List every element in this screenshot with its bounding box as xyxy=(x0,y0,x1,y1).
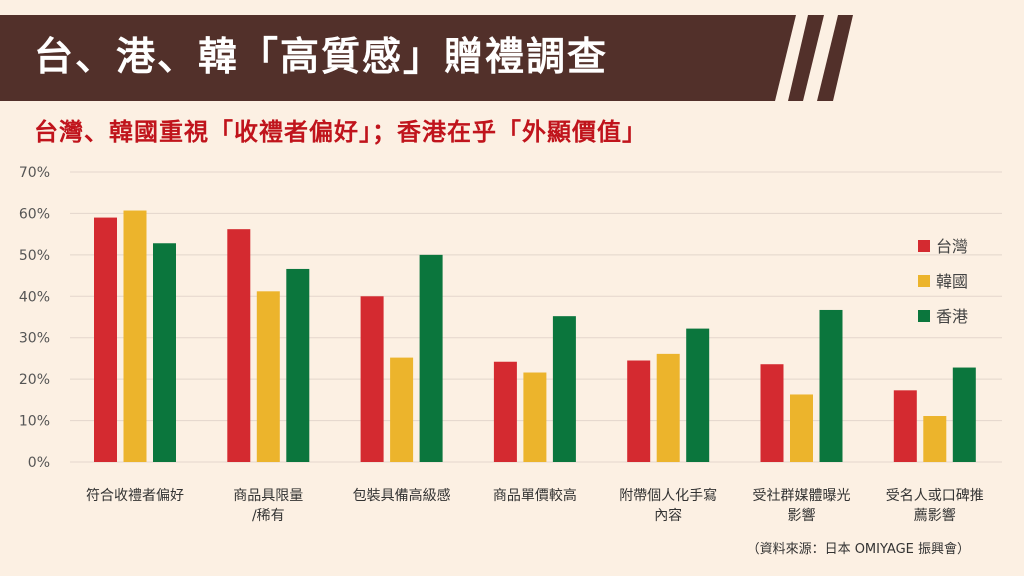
bar-韓國 xyxy=(123,210,147,462)
bar-韓國 xyxy=(790,394,813,462)
x-tick-label: 商品單價較高 xyxy=(493,487,577,504)
bar-台灣 xyxy=(893,390,917,462)
x-tick-label: 受社群媒體曝光 xyxy=(753,488,851,504)
bar-台灣 xyxy=(760,364,784,462)
bar-台灣 xyxy=(627,360,651,462)
bar-韓國 xyxy=(923,416,947,462)
x-tick-label: 商品具限量 xyxy=(233,488,303,504)
y-tick-label: 40% xyxy=(19,289,50,305)
bar-香港 xyxy=(153,243,176,462)
y-tick-label: 50% xyxy=(19,248,50,264)
y-tick-label: 20% xyxy=(19,372,50,388)
y-tick-label: 70% xyxy=(19,165,50,181)
legend-label: 香港 xyxy=(936,307,968,326)
x-tick-label: 內容 xyxy=(654,507,682,524)
y-tick-label: 30% xyxy=(19,331,50,347)
bar-香港 xyxy=(286,268,310,462)
bar-香港 xyxy=(952,367,976,462)
x-tick-label: 受名人或口碑推 xyxy=(886,488,984,504)
source-note: （資料來源：日本 OMIYAGE 振興會） xyxy=(746,542,970,557)
legend-label: 台灣 xyxy=(936,237,968,256)
legend-swatch xyxy=(918,310,930,322)
y-tick-label: 60% xyxy=(19,206,50,222)
legend-swatch xyxy=(918,240,930,252)
x-tick-label: 包裝具備高級感 xyxy=(353,487,451,504)
bar-台灣 xyxy=(360,296,384,462)
bar-香港 xyxy=(552,316,576,462)
bar-韓國 xyxy=(390,357,414,462)
bar-香港 xyxy=(419,254,443,462)
page-title: 台、港、韓「高質感」贈禮調查 xyxy=(34,35,609,80)
legend-label: 韓國 xyxy=(936,272,968,291)
x-tick-label: 符合收禮者偏好 xyxy=(86,488,184,504)
bar-台灣 xyxy=(94,217,117,462)
page-subtitle: 台灣、韓國重視「收禮者偏好」；香港在乎「外顯價值」 xyxy=(34,118,647,146)
x-tick-label: /稀有 xyxy=(252,508,285,524)
bar-韓國 xyxy=(523,372,547,462)
title-banner xyxy=(0,15,853,101)
bar-香港 xyxy=(819,309,843,462)
bar-韓國 xyxy=(256,291,280,462)
y-tick-label: 0% xyxy=(28,455,50,471)
x-tick-label: 附帶個人化手寫 xyxy=(619,487,717,504)
bar-韓國 xyxy=(656,353,680,462)
bar-台灣 xyxy=(493,361,517,462)
y-tick-label: 10% xyxy=(19,414,50,430)
legend-swatch xyxy=(918,275,930,287)
bar-台灣 xyxy=(227,229,251,462)
bar-香港 xyxy=(686,328,710,462)
x-tick-label: 影響 xyxy=(788,507,816,524)
x-tick-label: 薦影響 xyxy=(914,507,956,524)
